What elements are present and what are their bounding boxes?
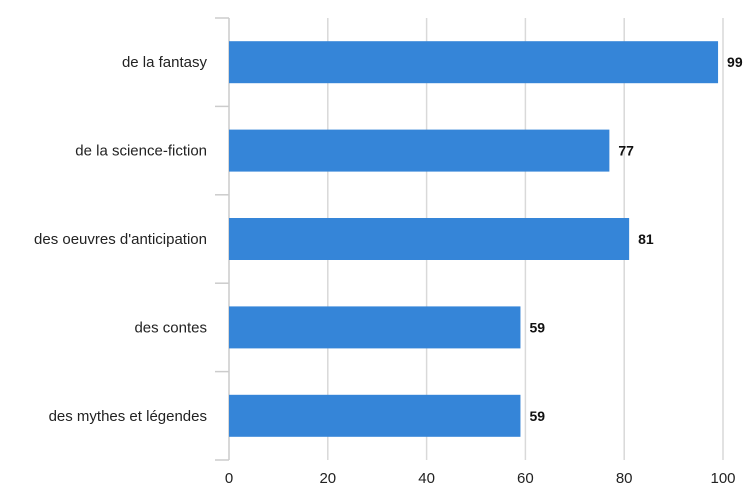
x-tick-label: 100 (710, 470, 735, 486)
x-tick-label: 60 (517, 470, 534, 486)
value-labels: 99 77 81 59 59 (529, 54, 742, 424)
bar (229, 306, 521, 349)
category-labels: de la fantasy de la science-fiction des oe… (34, 54, 207, 425)
x-tick-label: 40 (418, 470, 435, 486)
bar-value-label: 99 (727, 54, 743, 70)
bar (229, 129, 610, 172)
bar (229, 218, 630, 260)
category-label: de la fantasy (122, 54, 208, 71)
bar (229, 41, 719, 84)
bar (229, 394, 521, 437)
bar-value-label: 81 (638, 231, 654, 247)
x-axis-tick-labels: 0 20 40 60 80 100 (225, 470, 736, 486)
x-tick-label: 80 (616, 470, 633, 486)
x-tick-label: 20 (319, 470, 336, 486)
category-label: des mythes et légendes (49, 408, 207, 425)
category-label: des contes (134, 319, 207, 336)
bar-value-label: 77 (618, 143, 634, 159)
bar-value-label: 59 (529, 319, 545, 335)
category-label: de la science-fiction (75, 143, 207, 160)
bars (229, 41, 719, 437)
category-label: des oeuvres d'anticipation (34, 231, 207, 248)
bar-value-label: 59 (529, 408, 545, 424)
x-tick-label: 0 (225, 470, 233, 486)
